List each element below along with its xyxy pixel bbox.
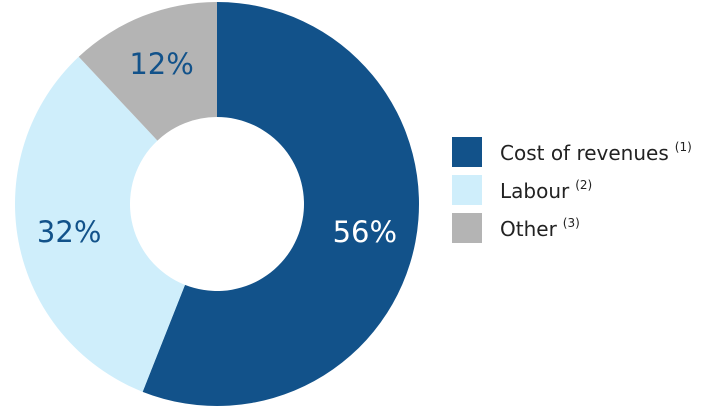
legend-series-name: Labour (500, 178, 570, 203)
legend-series-name: Cost of revenues (500, 140, 669, 165)
donut-slice-labour (14, 56, 185, 392)
slice-value-label: 32% (37, 215, 101, 249)
legend-label: Cost of revenues (1) (500, 140, 692, 165)
legend-series-name: Other (500, 216, 557, 241)
donut-slice-labels: 56% 32% 12% (37, 47, 397, 249)
legend-footnote-marker: (3) (562, 215, 580, 230)
slice-value-label: 56% (333, 215, 397, 249)
legend-label: Labour (2) (500, 178, 592, 203)
slice-value-label: 12% (129, 47, 193, 81)
legend-item: Labour (2) (452, 175, 692, 205)
chart-legend: Cost of revenues (1) Labour (2) Other (3) (452, 137, 692, 251)
legend-swatch (452, 213, 482, 243)
donut-slices (14, 2, 420, 407)
legend-footnote-marker: (2) (575, 177, 593, 192)
legend-swatch (452, 175, 482, 205)
donut-slice-other (78, 2, 217, 141)
legend-footnote-marker: (1) (674, 139, 692, 154)
legend-label: Other (3) (500, 216, 580, 241)
legend-item: Other (3) (452, 213, 692, 243)
legend-item: Cost of revenues (1) (452, 137, 692, 167)
donut-slice-cost-of-revenues (142, 2, 420, 407)
legend-swatch (452, 137, 482, 167)
